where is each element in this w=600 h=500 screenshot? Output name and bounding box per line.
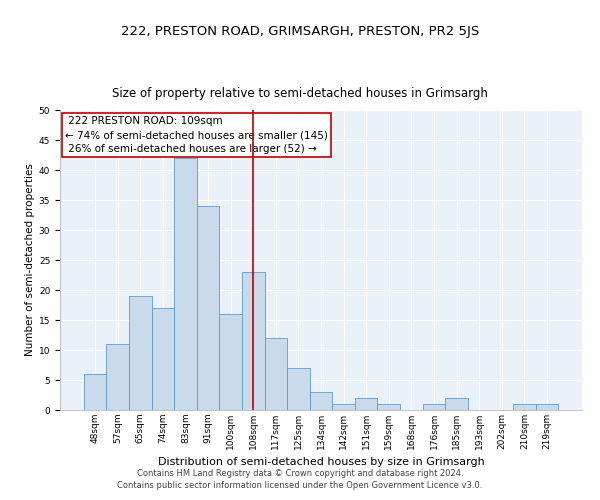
Bar xyxy=(152,308,174,410)
Text: 222, PRESTON ROAD, GRIMSARGH, PRESTON, PR2 5JS: 222, PRESTON ROAD, GRIMSARGH, PRESTON, P… xyxy=(121,25,479,38)
X-axis label: Distribution of semi-detached houses by size in Grimsargh: Distribution of semi-detached houses by … xyxy=(158,458,484,468)
Bar xyxy=(536,404,558,410)
Bar xyxy=(106,344,129,410)
Y-axis label: Number of semi-detached properties: Number of semi-detached properties xyxy=(25,164,35,356)
Bar xyxy=(513,404,536,410)
Bar xyxy=(129,296,152,410)
Bar xyxy=(310,392,332,410)
Bar xyxy=(84,374,106,410)
Bar xyxy=(422,404,445,410)
Bar xyxy=(242,272,265,410)
Text: Size of property relative to semi-detached houses in Grimsargh: Size of property relative to semi-detach… xyxy=(112,87,488,100)
Bar xyxy=(377,404,400,410)
Bar xyxy=(197,206,220,410)
Text: Contains HM Land Registry data © Crown copyright and database right 2024.
Contai: Contains HM Land Registry data © Crown c… xyxy=(118,468,482,490)
Bar xyxy=(445,398,468,410)
Bar xyxy=(355,398,377,410)
Bar xyxy=(265,338,287,410)
Bar xyxy=(287,368,310,410)
Bar xyxy=(174,158,197,410)
Bar xyxy=(332,404,355,410)
Text: 222 PRESTON ROAD: 109sqm
← 74% of semi-detached houses are smaller (145)
 26% of: 222 PRESTON ROAD: 109sqm ← 74% of semi-d… xyxy=(65,116,328,154)
Bar xyxy=(220,314,242,410)
